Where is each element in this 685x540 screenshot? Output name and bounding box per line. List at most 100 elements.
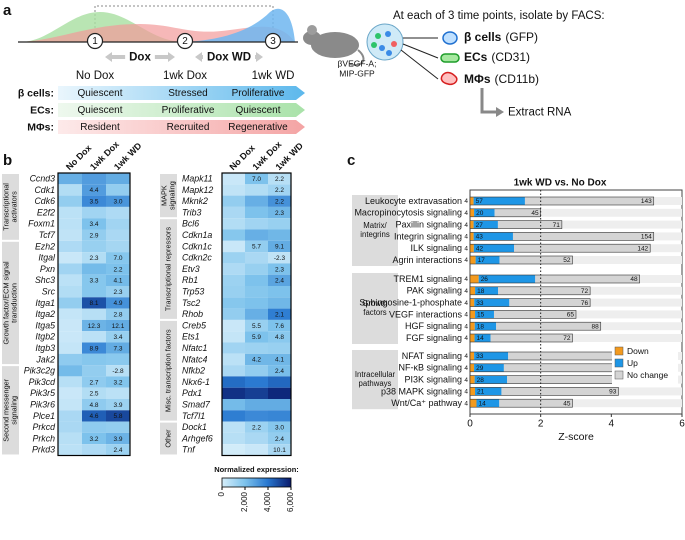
count-label: 71 (553, 222, 561, 229)
cell-state: Resident (80, 122, 120, 133)
group-label: signaling (9, 396, 18, 425)
pathway-name: PI3K signaling (404, 374, 462, 384)
heat-cell (222, 173, 245, 185)
count-label: 4 (464, 389, 468, 396)
heat-cell (222, 421, 245, 433)
gene-name: Mknk2 (182, 196, 208, 206)
gene-name: Cdk1 (34, 185, 55, 195)
heat-cell (106, 399, 130, 411)
gene-name: Plce1 (33, 411, 55, 421)
legend-swatch (614, 346, 624, 356)
heat-cell (58, 399, 82, 411)
heat-cell (222, 263, 245, 275)
gene-name: Pik3r5 (30, 388, 55, 398)
bar-segment (470, 363, 475, 372)
arrow-head (496, 107, 504, 117)
fold-change: 12.1 (112, 323, 125, 330)
gene-name: Ets1 (182, 332, 200, 342)
bar-segment (474, 363, 504, 372)
pathway-name: Agrin interactions (392, 255, 462, 265)
bar-segment (494, 208, 541, 217)
fold-change: -2.3 (274, 255, 286, 262)
heat-cell (58, 342, 82, 354)
bar-outline (469, 232, 655, 241)
bar-outline (469, 208, 541, 218)
heat-cell (58, 206, 82, 219)
bar-segment (470, 275, 479, 283)
cell-type: ECs: (30, 104, 54, 116)
gene-name: Mapk12 (182, 185, 213, 195)
row-strip (470, 208, 682, 217)
fold-change: 5.8 (113, 413, 122, 420)
count-label: 29 (476, 365, 484, 372)
bar-outline (469, 255, 573, 265)
heat-cell (268, 263, 291, 275)
fold-change: 7.6 (275, 323, 284, 330)
group-label: activators (9, 191, 18, 223)
gene-name: Pdx1 (182, 388, 202, 398)
fold-change: 2.3 (89, 255, 98, 262)
heat-cell (106, 252, 130, 264)
heat-cell (58, 432, 82, 445)
gene-name: Prkch (33, 433, 56, 443)
heat-cell (222, 432, 245, 445)
count-label: 4 (464, 257, 468, 264)
heat-cell (82, 240, 106, 253)
cell-type: β cells: (18, 87, 54, 99)
mouse-label: MIP-GFP (339, 68, 375, 78)
gene-name: Bcl6 (182, 219, 199, 229)
state-band (58, 120, 305, 134)
fold-change: 2.2 (275, 187, 284, 194)
heat-cell (58, 421, 82, 433)
heat-cell (106, 319, 130, 332)
population-name: β cells (464, 30, 502, 44)
gene-name: Rb1 (182, 275, 198, 285)
group-label: pathways (359, 379, 392, 388)
bar-segment (470, 399, 477, 408)
gene-name: Trib3 (182, 207, 201, 217)
heat-cell (106, 184, 130, 196)
pathway-name: Paxillin signaling (395, 219, 462, 229)
fold-change: 2.7 (89, 379, 98, 386)
legend-label: Up (627, 358, 638, 368)
pathway-name: TREM1 signaling (393, 274, 462, 284)
heat-cell (222, 297, 245, 309)
heat-cell (58, 331, 82, 343)
time-point-number: 3 (270, 36, 276, 47)
heat-cell (222, 342, 245, 354)
heat-cell (268, 173, 291, 185)
count-label: 4 (464, 288, 468, 295)
pathway-name: NF-κB signaling (398, 363, 462, 373)
group-label: Growth factor/ECM signal (1, 261, 10, 345)
legend-label: Down (627, 346, 649, 356)
bar-segment (470, 232, 474, 241)
count-label: 33 (476, 300, 484, 307)
heat-cell (222, 240, 245, 253)
heat-cell (268, 274, 291, 286)
pathway-name: VEGF interactions (389, 309, 463, 319)
bar-outline (469, 310, 577, 319)
heat-cell (106, 365, 130, 377)
group-label: transduction (9, 283, 18, 323)
group-box (352, 195, 398, 266)
fold-change: 4.9 (113, 300, 122, 307)
time-point-number: 2 (182, 36, 188, 47)
count-label: 4 (464, 353, 468, 360)
count-label: 21 (477, 389, 485, 396)
heat-cell (268, 376, 291, 388)
heat-cell (222, 399, 245, 411)
count-label: 4 (464, 300, 468, 307)
ec-icon (440, 53, 460, 63)
fold-change: 10.1 (273, 447, 286, 454)
heat-cell (82, 319, 106, 332)
heatmap-frame (221, 172, 292, 457)
heat-cell (268, 218, 291, 230)
gene-name: Tcf7 (39, 230, 56, 240)
heat-cell (82, 331, 106, 343)
column-header: No Dox (64, 143, 93, 172)
count-label: 18 (477, 323, 485, 330)
heat-cell (58, 263, 82, 275)
heat-cell (82, 229, 106, 241)
bar-outline (469, 196, 655, 206)
gene-name: Itga2 (35, 309, 55, 319)
